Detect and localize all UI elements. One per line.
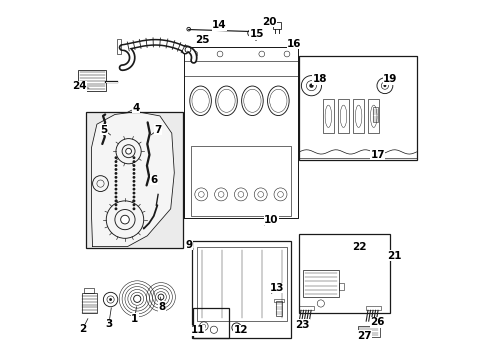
Text: 20: 20 (262, 17, 276, 27)
Circle shape (132, 199, 135, 202)
Bar (302, 270, 338, 297)
Text: 3: 3 (105, 308, 112, 329)
Circle shape (133, 295, 141, 302)
Bar (337, 99, 348, 133)
Text: 13: 13 (269, 283, 284, 293)
Bar (367, 99, 378, 133)
Bar (193, 308, 228, 338)
Bar (322, 99, 333, 133)
Text: 24: 24 (72, 81, 89, 91)
Text: 16: 16 (286, 39, 301, 49)
Text: 8: 8 (159, 297, 166, 312)
Circle shape (132, 172, 135, 175)
Bar (83, 288, 94, 293)
Circle shape (158, 294, 163, 300)
Bar (81, 293, 97, 313)
Circle shape (114, 188, 117, 190)
Circle shape (114, 156, 117, 159)
Text: 26: 26 (370, 317, 384, 327)
Circle shape (114, 203, 117, 206)
Bar (192, 241, 291, 338)
Circle shape (132, 207, 135, 210)
Text: 23: 23 (294, 320, 309, 330)
Text: 10: 10 (264, 215, 278, 225)
Bar (274, 299, 283, 302)
Text: 5: 5 (100, 125, 110, 135)
Bar (86, 112, 183, 248)
Bar (87, 112, 182, 248)
Circle shape (132, 156, 135, 159)
Text: 19: 19 (382, 74, 397, 85)
Bar (273, 22, 281, 29)
Circle shape (114, 207, 117, 210)
Circle shape (114, 172, 117, 175)
Circle shape (132, 184, 135, 186)
Circle shape (114, 192, 117, 194)
Bar (190, 146, 291, 216)
Text: 9: 9 (185, 240, 193, 250)
Circle shape (132, 188, 135, 190)
Text: 14: 14 (212, 20, 226, 30)
Circle shape (132, 203, 135, 206)
Text: 1: 1 (131, 307, 138, 324)
Text: 15: 15 (249, 29, 264, 39)
Text: 6: 6 (149, 174, 157, 185)
Text: 2: 2 (79, 319, 88, 334)
Bar (357, 326, 379, 337)
Circle shape (114, 168, 117, 171)
Text: 17: 17 (369, 150, 384, 160)
Bar (196, 247, 287, 321)
Bar (78, 70, 106, 91)
Text: 25: 25 (194, 35, 209, 45)
Bar (338, 283, 344, 290)
Text: 22: 22 (352, 242, 366, 252)
Bar (275, 301, 282, 316)
Text: 7: 7 (151, 125, 162, 135)
Circle shape (309, 84, 313, 88)
Circle shape (132, 168, 135, 171)
Circle shape (132, 176, 135, 179)
Text: 18: 18 (312, 74, 326, 85)
Circle shape (132, 192, 135, 194)
Bar (117, 39, 121, 54)
Circle shape (114, 164, 117, 167)
Circle shape (125, 148, 131, 154)
Circle shape (132, 160, 135, 163)
Circle shape (132, 195, 135, 198)
Circle shape (132, 180, 135, 183)
Bar (373, 107, 377, 122)
Text: 4: 4 (127, 103, 139, 113)
Circle shape (114, 176, 117, 179)
Circle shape (121, 215, 129, 224)
Circle shape (114, 184, 117, 186)
Circle shape (109, 298, 112, 301)
Circle shape (114, 195, 117, 198)
Bar (298, 56, 416, 160)
Circle shape (114, 160, 117, 163)
Polygon shape (91, 112, 174, 247)
Bar (366, 306, 380, 310)
Circle shape (383, 84, 386, 87)
Text: 12: 12 (233, 325, 247, 336)
Circle shape (132, 164, 135, 167)
Text: 27: 27 (356, 330, 370, 341)
Bar (299, 306, 313, 310)
Circle shape (114, 199, 117, 202)
Bar (352, 99, 363, 133)
Text: 21: 21 (386, 251, 400, 261)
Circle shape (114, 180, 117, 183)
Bar (298, 234, 389, 313)
Text: 11: 11 (190, 325, 204, 336)
